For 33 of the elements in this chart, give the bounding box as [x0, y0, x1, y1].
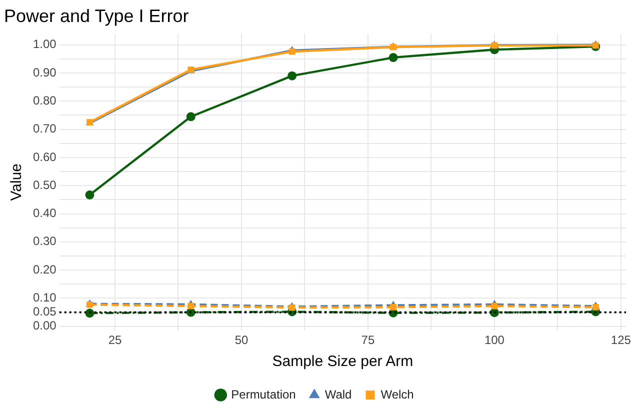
y-tick-label: 0.60 — [32, 150, 57, 164]
y-tick-label: 0.40 — [32, 206, 57, 220]
y-tick-label: 0.30 — [32, 234, 57, 248]
point — [186, 112, 196, 122]
point — [86, 302, 93, 308]
point — [592, 304, 599, 310]
y-axis-title: Value — [8, 163, 26, 201]
y-tick-label: 0.50 — [32, 178, 57, 192]
legend-label: Permutation — [231, 387, 296, 402]
x-axis-title: Sample Size per Arm — [272, 353, 414, 370]
x-tick-label: 25 — [108, 333, 122, 348]
point — [390, 304, 396, 310]
point — [288, 71, 297, 80]
legend-label: Welch — [380, 387, 414, 402]
point — [85, 190, 94, 200]
point — [388, 53, 398, 62]
y-tick-label: 0.90 — [32, 65, 57, 80]
y-tick-label: 0.00 — [32, 318, 57, 333]
point — [85, 308, 94, 318]
point — [491, 302, 498, 310]
x-tick-label: 75 — [361, 333, 375, 348]
x-tick-label: 50 — [234, 333, 248, 348]
y-tick-label: 0.10 — [32, 290, 57, 305]
legend-label: Wald — [324, 387, 352, 402]
y-tick-label: 0.70 — [32, 122, 57, 136]
x-tick-label: 100 — [484, 333, 505, 348]
chart-title: Power and Type I Error — [4, 6, 189, 26]
x-tick-label: 125 — [610, 333, 632, 348]
point — [188, 302, 194, 310]
y-tick-label: 1.00 — [32, 37, 57, 52]
y-tick-label: 0.80 — [32, 93, 57, 108]
y-tick-label: 0.20 — [32, 262, 57, 276]
y-tick-label: 0.05 — [32, 304, 57, 319]
